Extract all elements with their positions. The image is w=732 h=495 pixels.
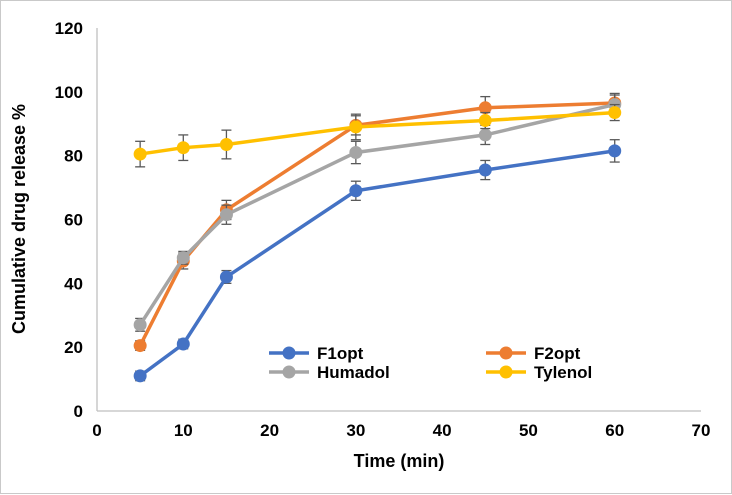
x-axis-tick-label: 30 [346,421,365,440]
data-point-Tylenol-60 [608,106,622,120]
x-axis-tick-label: 40 [433,421,452,440]
data-point-Humadol-15 [219,208,233,222]
legend-item-Humadol: Humadol [269,363,390,382]
legend-item-F1opt: F1opt [269,344,364,363]
series-F2opt [133,92,622,353]
x-axis-title: Time (min) [354,451,445,471]
series-line-Humadol [138,102,616,326]
data-point-Tylenol-15 [219,137,233,151]
data-point-Humadol-5 [133,318,147,332]
x-axis-tick-label: 50 [519,421,538,440]
data-point-Humadol-10 [176,251,190,265]
y-axis-tick-label: 80 [64,147,83,166]
data-point-Humadol-45 [478,128,492,142]
legend: F1opt F2opt Humadol Tylenol [269,344,592,382]
data-point-Tylenol-5 [133,147,147,161]
x-axis-tick-label: 20 [260,421,279,440]
data-point-Tylenol-45 [478,114,492,128]
data-point-F1opt-15 [219,270,233,284]
data-point-F1opt-10 [176,337,190,351]
y-axis-title: Cumulative drug release % [9,104,29,334]
legend-marker [499,346,513,360]
legend-marker [282,365,296,379]
legend-marker [282,346,296,360]
series-group [133,92,622,383]
legend-label: F1opt [317,344,364,363]
data-point-F1opt-5 [133,369,147,383]
x-axis-tick-label: 70 [692,421,711,440]
series-line-Tylenol [139,110,615,156]
axes: 0 20 40 60 80 100 120 0 10 20 30 40 50 60 70 [55,19,711,440]
y-axis-tick-label: 120 [55,19,83,38]
y-axis-tick-label: 100 [55,83,83,102]
data-point-F2opt-45 [478,101,492,115]
legend-marker [499,365,513,379]
series-line-F1opt [139,149,615,378]
y-axis-tick-label: 40 [64,274,83,293]
data-point-F1opt-60 [608,144,622,158]
legend-label: Tylenol [534,363,592,382]
x-axis-tick-label: 10 [174,421,193,440]
series-Humadol [133,94,622,332]
x-axis-tick-label: 0 [92,421,101,440]
y-axis-tick-label: 60 [64,211,83,230]
series-F1opt [133,139,622,383]
y-axis-tick-label: 20 [64,338,83,357]
series-line-F2opt [138,101,615,347]
data-point-F1opt-45 [478,163,492,177]
y-axis-tick-label: 0 [74,402,83,421]
legend-item-F2opt: F2opt [486,344,581,363]
data-point-Humadol-30 [349,145,363,159]
legend-label: Humadol [317,363,390,382]
data-point-Tylenol-10 [176,141,190,155]
legend-item-Tylenol: Tylenol [486,363,592,382]
x-axis-tick-label: 60 [605,421,624,440]
data-point-F2opt-5 [133,339,147,353]
series-Tylenol [133,103,622,168]
legend-label: F2opt [534,344,581,363]
data-point-F1opt-30 [349,184,363,198]
data-point-Tylenol-30 [349,120,363,134]
